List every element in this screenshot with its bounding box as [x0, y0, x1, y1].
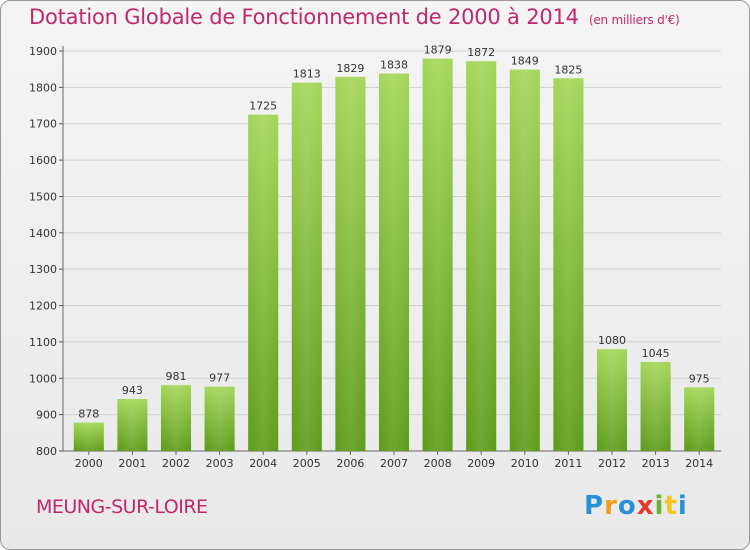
logo-letter: r: [604, 491, 618, 521]
y-tick-label: 1700: [29, 118, 57, 131]
bar-shine: [684, 387, 715, 451]
x-tick-label: 2012: [598, 457, 626, 470]
bar-value-label: 1838: [380, 59, 408, 72]
x-tick-label: 2003: [206, 457, 234, 470]
bar-value-label: 1725: [249, 100, 277, 113]
y-tick-label: 1900: [29, 45, 57, 58]
y-tick-label: 1000: [29, 372, 57, 385]
x-tick-label: 2002: [162, 457, 190, 470]
bar-value-label: 1080: [598, 334, 626, 347]
chart-title-text: Dotation Globale de Fonctionnement de 20…: [29, 5, 579, 29]
x-tick-label: 2000: [75, 457, 103, 470]
bar-layer: [73, 58, 715, 452]
bar-value-label: 1872: [467, 46, 495, 59]
logo-letter: i: [677, 491, 688, 521]
chart-unit: (en milliers d'€): [588, 13, 680, 27]
logo-letter: o: [617, 491, 637, 521]
y-tick-label: 1100: [29, 336, 57, 349]
bar-shine: [466, 61, 497, 451]
y-tick-label: 1600: [29, 154, 57, 167]
y-tick-label: 1200: [29, 300, 57, 313]
bar-shine: [117, 399, 148, 451]
bar-value-label: 878: [78, 408, 99, 421]
y-tick-label: 1500: [29, 190, 57, 203]
bar-value-label: 943: [122, 384, 143, 397]
label-layer: 800 900 1000 1100 1200 1300 1400 1500 1600 1700 18…: [29, 44, 713, 470]
x-tick-label: 2006: [336, 457, 364, 470]
x-tick-label: 2001: [118, 457, 146, 470]
bar-shine: [73, 422, 104, 451]
bar-value-label: 1045: [642, 347, 670, 360]
logo-letter: P: [584, 491, 605, 521]
logo-letter: i: [654, 491, 665, 521]
bar-shine: [160, 385, 192, 451]
y-tick-label: 800: [36, 445, 57, 458]
bar-shine: [291, 82, 322, 452]
bar-value-label: 1829: [336, 62, 364, 75]
x-tick-label: 2014: [685, 457, 713, 470]
commune-name: MEUNG-SUR-LOIRE: [36, 496, 208, 518]
bar-value-label: 1879: [424, 44, 452, 57]
x-tick-label: 2007: [380, 457, 408, 470]
y-tick-label: 1400: [29, 227, 57, 240]
bar-value-label: 981: [166, 370, 187, 383]
x-tick-label: 2013: [642, 457, 670, 470]
bar-value-label: 975: [689, 372, 710, 385]
bar-shine: [596, 349, 628, 451]
bar-shine: [422, 58, 453, 452]
bar-shine: [204, 386, 235, 451]
bar-shine: [378, 73, 410, 451]
bar-value-label: 1813: [293, 68, 321, 81]
bar-shine: [248, 114, 279, 452]
bar-shine: [640, 361, 671, 451]
bar-shine: [335, 76, 366, 452]
x-tick-label: 2010: [511, 457, 539, 470]
logo-letter: x: [636, 491, 655, 521]
bar-value-label: 977: [209, 372, 230, 385]
bar-value-label: 1849: [511, 55, 539, 68]
bar-value-label: 1825: [554, 63, 582, 76]
bar-shine: [509, 69, 540, 451]
y-tick-label: 900: [36, 409, 57, 422]
bar-shine: [553, 78, 584, 451]
x-tick-label: 2005: [293, 457, 321, 470]
proxiti-logo: Proxiti: [584, 491, 688, 521]
x-tick-label: 2009: [467, 457, 495, 470]
y-tick-label: 1300: [29, 263, 57, 276]
y-tick-label: 1800: [29, 81, 57, 94]
x-tick-label: 2008: [424, 457, 452, 470]
x-tick-label: 2004: [249, 457, 277, 470]
logo-letter: t: [664, 491, 678, 521]
chart-title: Dotation Globale de Fonctionnement de 20…: [29, 5, 680, 29]
x-tick-label: 2011: [554, 457, 582, 470]
